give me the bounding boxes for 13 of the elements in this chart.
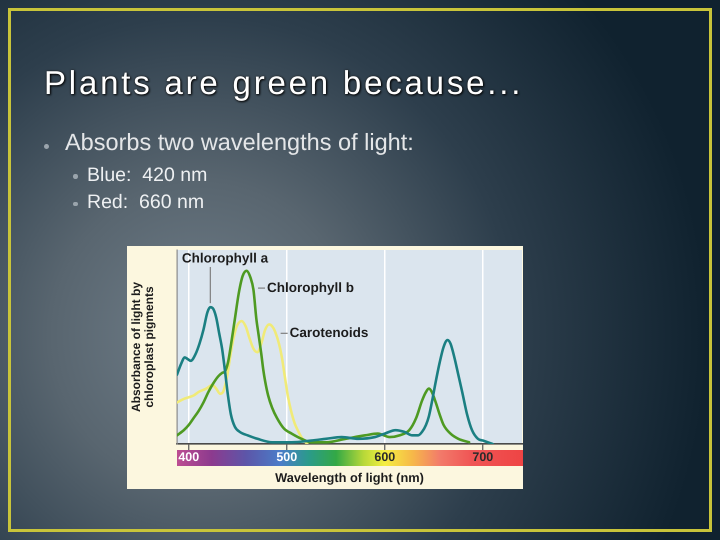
chart-title: Plants are green because... bbox=[44, 64, 524, 102]
x-tick-label: 500 bbox=[276, 450, 298, 464]
x-tick-label: 700 bbox=[472, 450, 494, 464]
text: Blue: 420 nm bbox=[87, 164, 208, 186]
series-label: Carotenoids bbox=[290, 325, 368, 340]
chart-subtitle: Absorbs two wavelengths of light: bbox=[65, 129, 414, 156]
y-axis-title: Absorbance of light by chloroplast pigments bbox=[128, 282, 156, 412]
x-axis-title: Wavelength of light (nm) bbox=[275, 470, 424, 485]
text: Red: 660 nm bbox=[87, 191, 204, 214]
x-tick-label: 400 bbox=[178, 450, 200, 464]
x-tick-label: 600 bbox=[374, 450, 396, 464]
text: Chlorophyll a bbox=[182, 250, 269, 266]
series-label: Chlorophyll b bbox=[267, 280, 354, 295]
